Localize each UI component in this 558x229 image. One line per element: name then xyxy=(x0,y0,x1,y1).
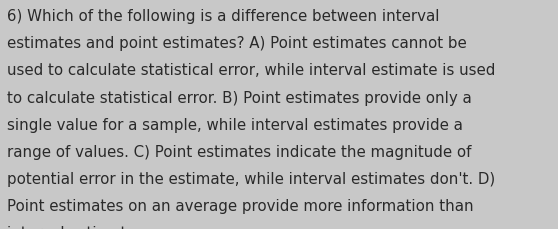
Text: to calculate statistical error. B) Point estimates provide only a: to calculate statistical error. B) Point… xyxy=(7,90,472,105)
Text: used to calculate statistical error, while interval estimate is used: used to calculate statistical error, whi… xyxy=(7,63,496,78)
Text: 6) Which of the following is a difference between interval: 6) Which of the following is a differenc… xyxy=(7,9,440,24)
Text: Point estimates on an average provide more information than: Point estimates on an average provide mo… xyxy=(7,198,474,213)
Text: single value for a sample, while interval estimates provide a: single value for a sample, while interva… xyxy=(7,117,463,132)
Text: estimates and point estimates? A) Point estimates cannot be: estimates and point estimates? A) Point … xyxy=(7,36,467,51)
Text: interval estimates.: interval estimates. xyxy=(7,225,148,229)
Text: potential error in the estimate, while interval estimates don't. D): potential error in the estimate, while i… xyxy=(7,171,496,186)
Text: range of values. C) Point estimates indicate the magnitude of: range of values. C) Point estimates indi… xyxy=(7,144,472,159)
